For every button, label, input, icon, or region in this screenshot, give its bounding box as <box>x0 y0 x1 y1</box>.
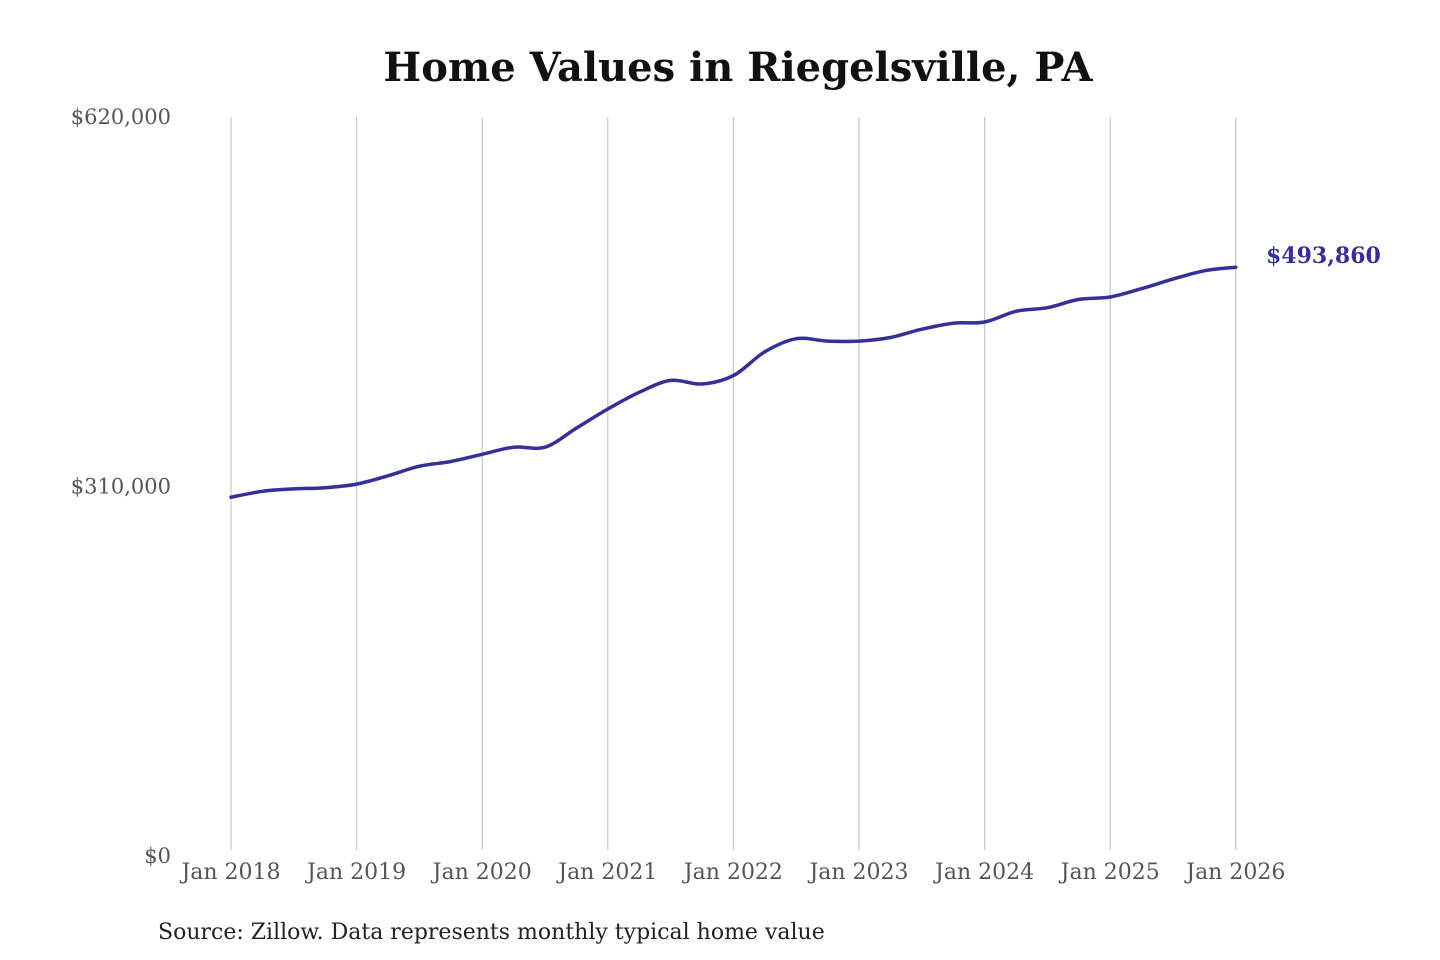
y-tick-label: $620,000 <box>71 105 171 129</box>
end-value-label: $493,860 <box>1266 243 1381 269</box>
y-tick-label: $310,000 <box>71 475 171 499</box>
x-tick-label: Jan 2020 <box>431 860 532 885</box>
x-tick-label: Jan 2019 <box>305 860 406 885</box>
x-tick-label: Jan 2026 <box>1184 860 1285 885</box>
y-axis-ticks: $620,000 $310,000 $0 <box>71 105 171 868</box>
y-tick-label: $0 <box>144 844 171 868</box>
x-tick-label: Jan 2021 <box>556 860 657 885</box>
x-axis-ticks: Jan 2018 Jan 2019 Jan 2020 Jan 2021 Jan 2022… <box>179 860 1285 885</box>
x-tick-label: Jan 2022 <box>682 860 783 885</box>
chart-title: Home Values in Riegelsville, PA <box>383 44 1093 91</box>
series-line <box>229 265 1238 499</box>
x-tick-label: Jan 2023 <box>807 860 908 885</box>
x-tick-label: Jan 2024 <box>933 860 1034 885</box>
x-tick-label: Jan 2018 <box>179 860 280 885</box>
grid-lines <box>230 117 1237 850</box>
source-note: Source: Zillow. Data represents monthly … <box>158 920 825 945</box>
x-tick-label: Jan 2025 <box>1059 860 1160 885</box>
